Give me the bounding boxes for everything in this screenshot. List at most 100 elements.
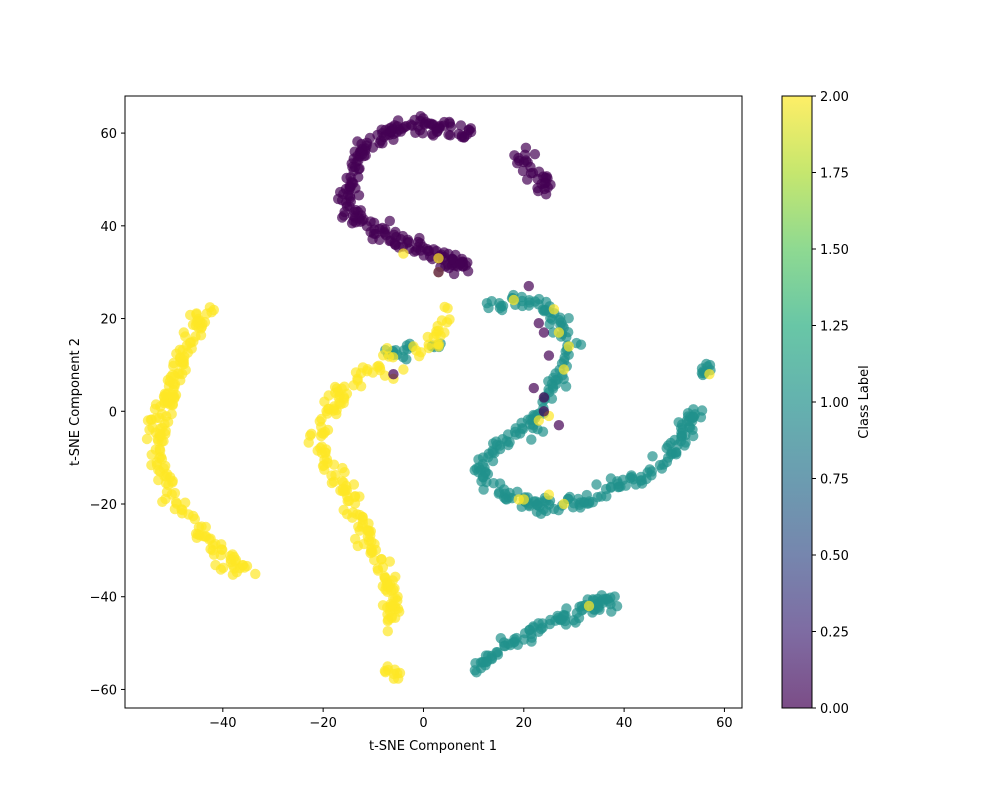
scatter-point-class-2 xyxy=(322,408,333,419)
scatter-point-class-2 xyxy=(372,361,383,372)
scatter-point-class-1 xyxy=(687,424,698,435)
scatter-point-class-0 xyxy=(433,267,444,278)
scatter-point-class-0 xyxy=(348,178,359,189)
scatter-points xyxy=(141,111,716,684)
scatter-point-class-1 xyxy=(487,455,499,467)
scatter-point-class-2 xyxy=(166,489,177,500)
scatter-point-class-2 xyxy=(337,483,349,495)
scatter-point-class-1 xyxy=(656,463,668,474)
scatter-point-class-2 xyxy=(384,556,395,567)
scatter-point-class-0 xyxy=(540,172,551,184)
x-tick-label: −20 xyxy=(309,716,336,731)
scatter-point-class-0 xyxy=(453,128,464,140)
scatter-point-class-2 xyxy=(393,673,404,684)
scatter-point-class-2 xyxy=(160,471,172,482)
scatter-point-class-2 xyxy=(171,498,182,509)
scatter-point-class-2 xyxy=(192,529,203,540)
scatter-point-class-0 xyxy=(519,149,531,160)
scatter-point-class-0 xyxy=(337,212,348,223)
colorbar-tick-label: 1.50 xyxy=(820,243,849,258)
scatter-point-class-2 xyxy=(394,606,405,617)
scatter-point-class-2 xyxy=(558,498,570,510)
scatter-point-class-2 xyxy=(508,294,519,306)
scatter-point-class-1 xyxy=(499,641,511,652)
scatter-point-class-2 xyxy=(583,600,595,612)
scatter-point-class-2 xyxy=(337,462,348,474)
scatter-point-class-1 xyxy=(679,440,690,451)
scatter-point-class-2 xyxy=(328,459,340,470)
scatter-point-class-0 xyxy=(347,210,359,221)
scatter-point-class-2 xyxy=(305,430,316,441)
scatter-point-class-0 xyxy=(353,190,365,201)
scatter-point-class-0 xyxy=(424,118,435,129)
scatter-point-class-1 xyxy=(671,447,682,458)
scatter-point-class-0 xyxy=(395,126,406,137)
colorbar-tick-label: 0.00 xyxy=(820,702,849,717)
scatter-point-class-2 xyxy=(431,326,442,337)
scatter-point-class-1 xyxy=(550,615,561,626)
y-tick-label: 40 xyxy=(100,220,117,235)
scatter-point-class-2 xyxy=(184,337,195,349)
scatter-point-class-2 xyxy=(379,370,391,381)
scatter-point-class-2 xyxy=(175,375,186,386)
scatter-point-class-2 xyxy=(439,301,450,313)
x-tick-label: 20 xyxy=(516,716,533,731)
y-tick-label: −60 xyxy=(90,683,117,698)
scatter-point-class-2 xyxy=(422,331,433,343)
scatter-point-class-2 xyxy=(441,317,453,328)
scatter-point-class-2 xyxy=(433,341,444,352)
scatter-point-class-2 xyxy=(164,376,175,387)
scatter-point-class-2 xyxy=(376,554,387,565)
scatter-point-class-1 xyxy=(571,607,583,619)
scatter-point-class-2 xyxy=(227,569,239,580)
y-tick-label: −20 xyxy=(90,498,117,513)
scatter-point-class-1 xyxy=(626,471,637,483)
scatter-point-class-2 xyxy=(161,411,172,422)
scatter-point-class-1 xyxy=(591,479,602,490)
scatter-point-class-2 xyxy=(216,544,227,555)
scatter-point-class-2 xyxy=(433,253,444,264)
scatter-point-class-0 xyxy=(378,131,390,143)
scatter-point-class-0 xyxy=(443,262,455,274)
scatter-point-class-2 xyxy=(533,415,544,426)
scatter-point-class-2 xyxy=(168,357,179,369)
scatter-point-class-2 xyxy=(208,304,219,316)
colorbar-tick-label: 0.75 xyxy=(820,473,849,488)
scatter-point-class-2 xyxy=(398,364,409,375)
scatter-point-class-0 xyxy=(538,392,550,403)
scatter-point-class-2 xyxy=(357,518,369,529)
colorbar-tick-label: 0.25 xyxy=(820,626,849,641)
x-axis-label: t-SNE Component 1 xyxy=(369,739,497,754)
scatter-point-class-2 xyxy=(159,397,170,409)
y-tick-label: −40 xyxy=(90,591,117,606)
scatter-point-class-1 xyxy=(540,304,552,316)
colorbar-ticks: 0.00 0.25 0.50 0.75 1.00 1.25 1.50 1.75 2.00 xyxy=(812,90,849,717)
scatter-point-class-0 xyxy=(529,149,541,160)
scatter-point-class-2 xyxy=(365,547,376,559)
scatter-point-class-1 xyxy=(495,633,506,644)
scatter-point-class-1 xyxy=(647,451,658,462)
scatter-point-class-1 xyxy=(401,354,412,365)
scatter-point-class-2 xyxy=(323,390,334,401)
scatter-point-class-1 xyxy=(596,491,607,502)
scatter-point-class-0 xyxy=(540,189,552,200)
scatter-point-class-1 xyxy=(688,411,699,423)
scatter-point-class-0 xyxy=(360,150,371,161)
scatter-point-class-0 xyxy=(388,229,400,240)
scatter-point-class-1 xyxy=(545,312,556,324)
scatter-point-class-2 xyxy=(415,347,427,358)
scatter-point-class-0 xyxy=(357,215,368,226)
scatter-point-class-1 xyxy=(519,628,531,639)
scatter-point-class-1 xyxy=(560,381,572,392)
scatter-point-class-0 xyxy=(402,234,413,245)
scatter-point-class-2 xyxy=(381,343,393,354)
scatter-point-class-2 xyxy=(195,330,207,341)
scatter-point-class-2 xyxy=(160,460,171,472)
scatter-point-class-2 xyxy=(167,390,178,401)
scatter-point-class-0 xyxy=(523,280,534,292)
scatter-point-class-2 xyxy=(354,491,365,502)
scatter-point-class-0 xyxy=(422,245,433,257)
scatter-point-class-0 xyxy=(388,369,399,380)
scatter-point-class-2 xyxy=(141,433,153,445)
scatter-point-class-1 xyxy=(503,492,514,503)
